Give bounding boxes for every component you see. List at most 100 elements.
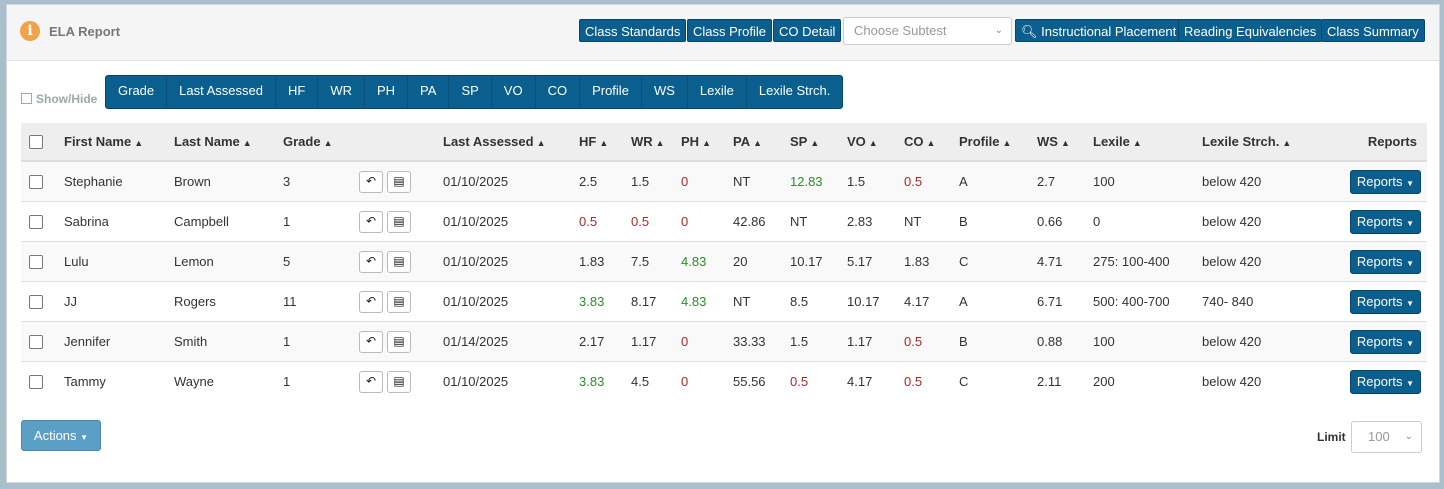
reports-dropdown-button[interactable]: Reports ▼︎ xyxy=(1349,289,1421,314)
toggle-ph[interactable]: PH xyxy=(365,76,409,108)
cell-profile: B xyxy=(959,201,1037,242)
th-sp[interactable]: SP ▲︎ xyxy=(790,123,847,162)
row-select-cell xyxy=(21,361,64,401)
th-pa[interactable]: PA ▲︎ xyxy=(733,123,790,162)
row-checkbox[interactable] xyxy=(29,295,43,310)
reports-dropdown-button[interactable]: Reports ▼︎ xyxy=(1349,169,1421,194)
bar-chart-icon[interactable]: ▤ xyxy=(387,250,411,273)
cell-ph: 0 xyxy=(681,361,733,401)
cell-hf: 1.83 xyxy=(579,241,631,282)
toggle-ws[interactable]: WS xyxy=(642,76,688,108)
toggle-co[interactable]: CO xyxy=(536,76,581,108)
reports-dropdown-button[interactable]: Reports ▼︎ xyxy=(1349,369,1421,394)
row-checkbox[interactable] xyxy=(29,335,43,350)
actions-button[interactable]: Actions ▼︎ xyxy=(21,420,101,451)
show-hide-toggle[interactable]: Show/Hide xyxy=(21,92,97,106)
reports-dropdown-button[interactable]: Reports ▼︎ xyxy=(1349,209,1421,234)
sort-icon: ▲︎ xyxy=(242,138,252,148)
cell-hf: 3.83 xyxy=(579,281,631,322)
table-row: Sabrina Campbell 1 ↶ ▤ 01/10/2025 0.5 0.5 0 42.86… xyxy=(21,201,1427,242)
column-toggle-bar: Grade Last Assessed HF WR PH PA SP VO CO… xyxy=(105,75,844,109)
cell-sp: 12.83 xyxy=(790,160,847,202)
th-lexile-stretch[interactable]: Lexile Strch. ▲︎ xyxy=(1202,123,1312,162)
toggle-wr[interactable]: WR xyxy=(318,76,365,108)
row-checkbox[interactable] xyxy=(29,375,43,390)
cell-stretch: below 420 xyxy=(1202,321,1312,362)
cell-co: 0.5 xyxy=(904,160,959,202)
th-lexile[interactable]: Lexile ▲︎ xyxy=(1093,123,1202,162)
reply-icon[interactable]: ↶ xyxy=(359,170,383,193)
cell-ph: 0 xyxy=(681,201,733,242)
class-profile-button[interactable]: Class Profile xyxy=(687,19,772,42)
cell-co: NT xyxy=(904,201,959,242)
cell-ph: 4.83 xyxy=(681,281,733,322)
class-summary-button[interactable]: Class Summary xyxy=(1321,19,1425,42)
sort-icon: ▲︎ xyxy=(536,138,546,148)
th-vo[interactable]: VO ▲︎ xyxy=(847,123,904,162)
cell-ws: 0.66 xyxy=(1037,201,1093,242)
reply-icon[interactable]: ↶ xyxy=(359,290,383,313)
th-ph[interactable]: PH ▲︎ xyxy=(681,123,733,162)
toggle-grade[interactable]: Grade xyxy=(106,76,168,108)
table-header-row: First Name ▲︎ Last Name ▲︎ Grade ▲︎ Last As… xyxy=(21,123,1427,162)
row-checkbox[interactable] xyxy=(29,175,43,190)
limit-label: Limit xyxy=(1317,430,1346,444)
cell-profile: B xyxy=(959,321,1037,362)
cell-ph: 0 xyxy=(681,160,733,202)
reply-icon[interactable]: ↶ xyxy=(359,250,383,273)
sort-icon: ▲︎ xyxy=(134,138,144,148)
bar-chart-icon[interactable]: ▤ xyxy=(387,290,411,313)
cell-first: Stephanie xyxy=(64,160,174,202)
reply-icon[interactable]: ↶ xyxy=(359,210,383,233)
toggle-profile[interactable]: Profile xyxy=(580,76,642,108)
th-co[interactable]: CO ▲︎ xyxy=(904,123,959,162)
table-row: Tammy Wayne 1 ↶ ▤ 01/10/2025 3.83 4.5 0 55.56 0.5 4… xyxy=(21,361,1427,401)
select-all-checkbox[interactable] xyxy=(29,135,43,150)
show-hide-label: Show/Hide xyxy=(36,92,98,106)
row-checkbox[interactable] xyxy=(29,255,43,270)
th-wr[interactable]: WR ▲︎ xyxy=(631,123,681,162)
th-profile[interactable]: Profile ▲︎ xyxy=(959,123,1037,162)
table-row: Stephanie Brown 3 ↶ ▤ 01/10/2025 2.5 1.5 0 NT 12.8… xyxy=(21,160,1427,202)
cell-pa: NT xyxy=(733,281,790,322)
toggle-last-assessed[interactable]: Last Assessed xyxy=(167,76,276,108)
toggle-lexile-stretch[interactable]: Lexile Strch. xyxy=(758,83,831,98)
cell-stretch: below 420 xyxy=(1202,361,1312,401)
bar-chart-icon[interactable]: ▤ xyxy=(387,170,411,193)
cell-last: Smith xyxy=(174,321,283,362)
cell-pa: NT xyxy=(733,160,790,202)
th-first-name[interactable]: First Name ▲︎ xyxy=(64,123,174,162)
toggle-hf[interactable]: HF xyxy=(276,76,319,108)
th-hf[interactable]: HF ▲︎ xyxy=(579,123,631,162)
reports-dropdown-button[interactable]: Reports ▼︎ xyxy=(1349,249,1421,274)
cell-sp: 10.17 xyxy=(790,241,847,282)
instructional-placement-button[interactable]: 🔍︎ Instructional Placement xyxy=(1015,19,1183,42)
th-last-name[interactable]: Last Name ▲︎ xyxy=(174,123,283,162)
toggle-lexile[interactable]: Lexile xyxy=(688,76,747,108)
limit-select[interactable]: 100 ⌄ xyxy=(1351,421,1422,453)
sort-icon: ▲︎ xyxy=(810,138,820,148)
toggle-pa[interactable]: PA xyxy=(408,76,450,108)
reports-dropdown-button[interactable]: Reports ▼︎ xyxy=(1349,329,1421,354)
row-action-icons: ↶ ▤ xyxy=(359,241,443,282)
bar-chart-icon[interactable]: ▤ xyxy=(387,330,411,353)
co-detail-button[interactable]: CO Detail xyxy=(773,19,842,42)
cell-hf: 2.17 xyxy=(579,321,631,362)
toggle-sp[interactable]: SP xyxy=(449,76,492,108)
class-standards-button[interactable]: Class Standards xyxy=(579,19,687,42)
reply-icon[interactable]: ↶ xyxy=(359,370,383,393)
bar-chart-icon[interactable]: ▤ xyxy=(387,370,411,393)
table-row: JJ Rogers 11 ↶ ▤ 01/10/2025 3.83 8.17 4.83 NT 8.5 1… xyxy=(21,281,1427,322)
th-last-assessed[interactable]: Last Assessed ▲︎ xyxy=(443,123,579,162)
th-ws[interactable]: WS ▲︎ xyxy=(1037,123,1093,162)
toggle-vo[interactable]: VO xyxy=(492,76,536,108)
cell-first: Jennifer xyxy=(64,321,174,362)
reply-icon[interactable]: ↶ xyxy=(359,330,383,353)
reading-equivalencies-button[interactable]: Reading Equivalencies xyxy=(1178,19,1323,42)
cell-assessed: 01/10/2025 xyxy=(443,241,579,282)
bar-chart-icon[interactable]: ▤ xyxy=(387,210,411,233)
th-grade[interactable]: Grade ▲︎ xyxy=(283,123,359,162)
row-checkbox[interactable] xyxy=(29,215,43,230)
subtest-select[interactable]: Choose Subtest ⌄ xyxy=(843,17,1012,45)
cell-assessed: 01/10/2025 xyxy=(443,361,579,401)
